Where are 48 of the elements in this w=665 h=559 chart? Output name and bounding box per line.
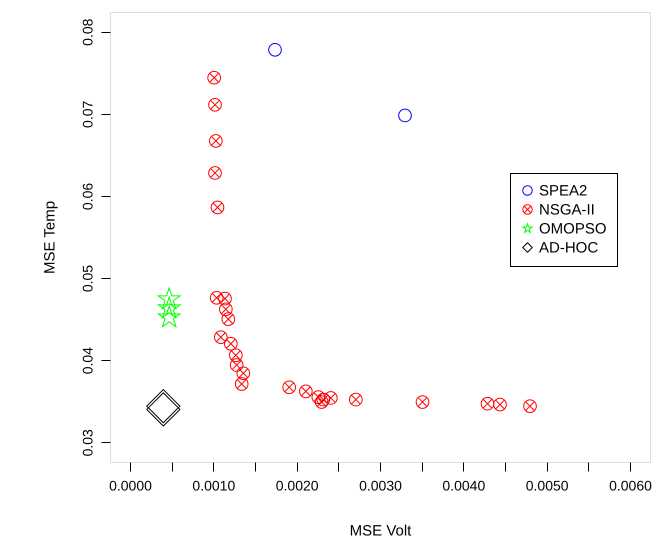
point	[210, 290, 224, 305]
point	[299, 384, 313, 398]
point	[416, 395, 430, 409]
point	[210, 200, 224, 214]
point	[268, 42, 282, 57]
point	[312, 390, 326, 404]
point	[158, 288, 181, 310]
point	[209, 134, 223, 148]
legend-label: NSGA-II	[539, 202, 595, 218]
y-tick-label: 0.03	[80, 428, 96, 456]
x-tick-label: 0.0060	[609, 478, 652, 494]
legend-label: SPEA2	[539, 182, 588, 200]
point	[480, 396, 494, 411]
x-axis-title: MSE Volt	[350, 522, 412, 540]
point	[234, 377, 248, 391]
x-tick-label: 0.0040	[442, 478, 486, 494]
point	[523, 399, 537, 413]
point	[207, 70, 221, 85]
y-tick-label: 0.05	[80, 264, 96, 292]
point	[219, 302, 233, 316]
point	[218, 292, 232, 306]
point	[208, 98, 222, 112]
y-tick-label: 0.08	[80, 18, 96, 46]
point	[398, 108, 412, 122]
y-tick-label: 0.07	[80, 100, 96, 128]
x-tick-label: 0.0030	[359, 478, 402, 494]
x-tick-label: 0.0020	[276, 478, 319, 494]
point	[224, 336, 238, 351]
point	[236, 366, 250, 380]
x-tick-label: 0.0050	[526, 478, 569, 494]
y-axis-title: MSE Temp	[42, 200, 58, 274]
legend-label: OMOPSO	[539, 220, 607, 238]
y-tick-label: 0.04	[80, 346, 96, 374]
point	[230, 358, 244, 372]
point	[282, 380, 296, 394]
point	[222, 312, 236, 326]
legend-label: AD-HOC	[539, 240, 598, 256]
x-tick-label: 0.0000	[109, 478, 152, 494]
point	[158, 306, 181, 328]
point	[349, 392, 363, 406]
point	[316, 392, 330, 406]
point	[229, 348, 243, 362]
point	[208, 166, 222, 180]
point	[158, 296, 181, 318]
x-tick-label: 0.0010	[192, 478, 236, 494]
point	[493, 398, 507, 412]
y-tick-label: 0.06	[80, 182, 96, 210]
point	[214, 330, 228, 344]
